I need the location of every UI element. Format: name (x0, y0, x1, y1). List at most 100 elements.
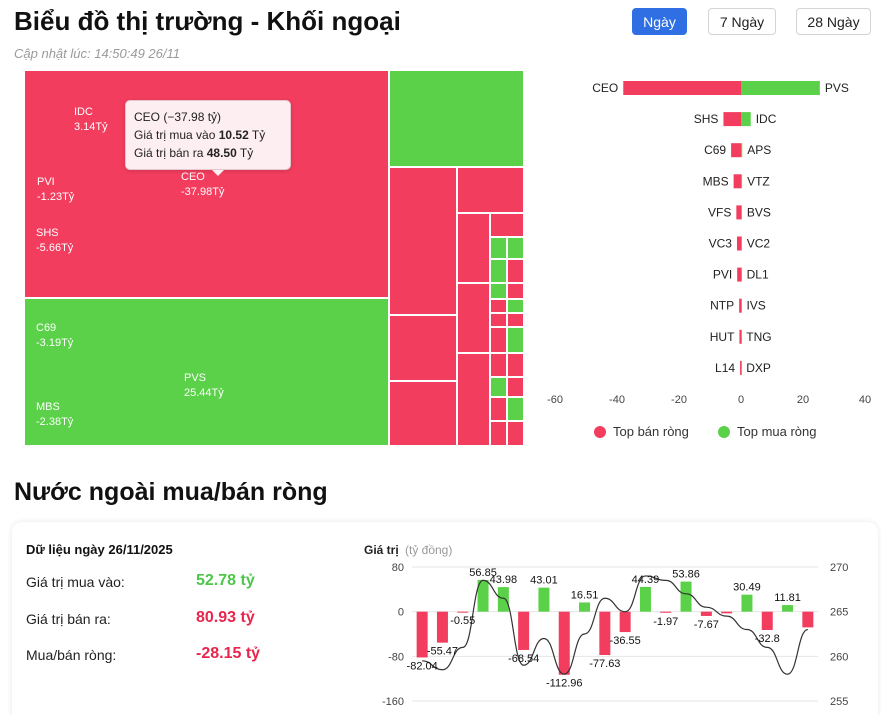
tooltip-sell-unit: Tỷ (239, 146, 254, 160)
sell-bar-mbs[interactable] (733, 174, 741, 189)
legend-sell-label[interactable]: Top bán ròng (613, 424, 689, 439)
treemap-tile-small[interactable] (457, 283, 490, 353)
buy-bar-tng[interactable] (741, 329, 742, 344)
treemap-tile-small[interactable] (490, 421, 507, 446)
buy-bar-vtz[interactable] (741, 174, 743, 189)
treemap-tile-idc[interactable] (389, 70, 524, 167)
treemap-tile-small[interactable] (507, 397, 524, 421)
treemap-tile-shs[interactable] (389, 167, 457, 315)
x-tick-label: 40 (859, 394, 871, 406)
sell-bar-c69[interactable] (731, 143, 741, 158)
sell-bar-pvi[interactable] (737, 267, 741, 282)
net-flow-bar[interactable] (782, 605, 794, 612)
treemap-tile-small[interactable] (490, 327, 507, 353)
range-7-day-button[interactable]: 7 Ngày (708, 8, 776, 35)
y2-tick-label: 260 (830, 651, 848, 663)
net-flow-bar[interactable] (477, 579, 489, 612)
net-flow-bar[interactable] (761, 611, 773, 630)
treemap-tile-small[interactable] (507, 327, 524, 353)
tooltip-buy-row: Giá trị mua vào 10.52 Tỷ (134, 126, 282, 144)
net-flow-bar[interactable] (416, 611, 428, 658)
net-flow-bar[interactable] (802, 611, 814, 628)
net-flow-bar[interactable] (436, 611, 448, 643)
net-flow-data-label: 44.39 (632, 574, 660, 586)
net-flow-data-label: 16.51 (571, 589, 599, 601)
sell-bar-ntp[interactable] (739, 298, 741, 313)
y-axis-unit: (tỷ đồng) (405, 543, 452, 557)
buy-bar-bvs[interactable] (741, 205, 742, 220)
treemap-tile-small[interactable] (507, 421, 524, 446)
legend-buy-dot[interactable] (718, 426, 730, 438)
net-flow-bar[interactable] (680, 581, 692, 612)
net-flow-bar[interactable] (558, 611, 570, 675)
treemap-tile-small[interactable] (507, 237, 524, 259)
buy-bar-vc2[interactable] (741, 236, 742, 251)
treemap-tile-small[interactable] (507, 283, 524, 299)
treemap-tile-pvs[interactable] (24, 298, 389, 446)
treemap-tile-c69[interactable] (389, 315, 457, 381)
treemap-label-ceo: CEO -37.98Tỷ (181, 170, 224, 200)
treemap-tile-small[interactable] (490, 213, 524, 237)
legend-sell-dot[interactable] (594, 426, 606, 438)
range-day-button[interactable]: Ngày (632, 8, 687, 35)
treemap-tile-small[interactable] (490, 299, 507, 313)
treemap-tile-small[interactable] (490, 283, 507, 299)
y-axis-label: Giá trị (364, 543, 399, 557)
range-28-day-button[interactable]: 28 Ngày (796, 8, 871, 35)
treemap-tile-small[interactable] (507, 299, 524, 313)
buy-bar-dl1[interactable] (741, 267, 742, 282)
buy-bar-dxp[interactable] (741, 360, 742, 375)
net-flow-bar[interactable] (619, 611, 631, 633)
net-flow-bar[interactable] (579, 602, 591, 612)
sell-bar-hut[interactable] (739, 329, 741, 344)
net-flow-bar[interactable] (721, 611, 733, 614)
net-flow-bar[interactable] (497, 587, 509, 612)
sell-bar-vfs[interactable] (736, 205, 741, 220)
legend-buy-label[interactable]: Top mua ròng (737, 424, 817, 439)
buy-value-label: Giá trị mua vào: (26, 574, 125, 590)
net-flow-bar[interactable] (639, 586, 651, 612)
net-flow-data-label: 30.49 (733, 582, 761, 594)
treemap-tile-small[interactable] (507, 377, 524, 397)
treemap-label-idc: IDC 3.14Tỷ (74, 105, 108, 135)
treemap-tile-small[interactable] (490, 237, 507, 259)
buy-code-label: VC2 (747, 237, 771, 251)
buy-bar-aps[interactable] (741, 143, 743, 158)
treemap-tile-small[interactable] (507, 353, 524, 377)
treemap-tile-small[interactable] (490, 313, 507, 327)
sell-code-label: VC3 (709, 237, 733, 251)
net-flow-bar[interactable] (538, 587, 550, 612)
treemap-tile-small[interactable] (490, 353, 507, 377)
sell-code-label: L14 (715, 361, 735, 375)
treemap-tile-mbs[interactable] (389, 381, 457, 446)
treemap-label-shs: SHS -5.66Tỷ (36, 226, 73, 256)
treemap-tile-small[interactable] (507, 313, 524, 327)
treemap-tile-small[interactable] (457, 353, 490, 446)
sell-bar-l14[interactable] (740, 360, 742, 375)
sell-bar-shs[interactable] (723, 112, 741, 127)
treemap-tile-small[interactable] (457, 213, 490, 283)
net-flow-bar[interactable] (518, 611, 530, 650)
buy-bar-pvs[interactable] (741, 81, 820, 95)
treemap-tile-pvi[interactable] (457, 167, 524, 213)
treemap-label-value: -3.19Tỷ (36, 337, 74, 349)
buy-bar-ivs[interactable] (741, 298, 742, 313)
treemap-label-pvi: PVI -1.23Tỷ (37, 175, 74, 205)
sell-bar-ceo[interactable] (623, 81, 741, 95)
net-flow-bar[interactable] (457, 611, 469, 613)
treemap-tile-small[interactable] (507, 259, 524, 283)
top-net-chart: CEO PVS SHS IDC C69 APS MBS VTZ VFS BVS VC3 VC2 PVI D… (547, 81, 871, 439)
net-flow-bar[interactable] (700, 611, 712, 616)
buy-code-label: APS (747, 143, 771, 157)
treemap-tile-small[interactable] (490, 259, 507, 283)
net-flow-bar[interactable] (741, 594, 753, 612)
net-flow-bar[interactable] (599, 611, 611, 656)
net-flow-data-label: -112.96 (546, 678, 583, 690)
treemap-tile-small[interactable] (490, 397, 507, 421)
buy-bar-idc[interactable] (741, 112, 751, 127)
sell-bar-vc3[interactable] (736, 236, 741, 251)
treemap-tile-small[interactable] (490, 377, 507, 397)
net-flow-bar[interactable] (660, 611, 672, 613)
sell-code-label: VFS (708, 205, 731, 219)
treemap-label-c69: C69 -3.19Tỷ (36, 321, 73, 351)
